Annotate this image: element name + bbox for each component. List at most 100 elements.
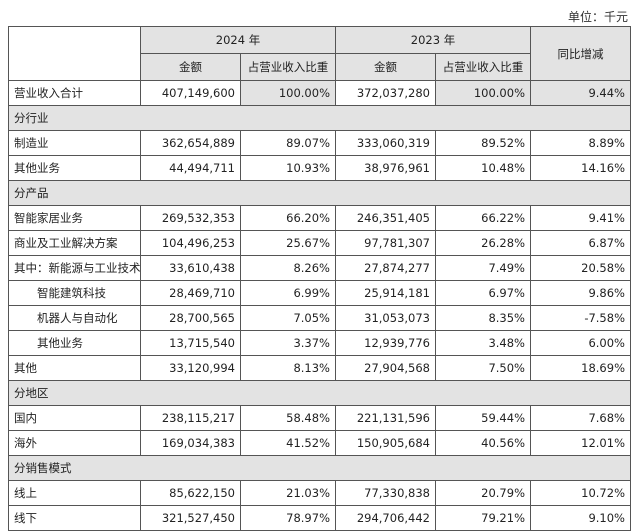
share-2023-cell: 10.48% — [435, 155, 531, 181]
share-2024-cell: 58.48% — [240, 405, 336, 431]
amount-2024-cell: 104,496,253 — [140, 230, 241, 256]
yoy-cell: 10.72% — [530, 480, 631, 506]
table-row: 国内 238,115,217 58.48% 221,131,596 59.44% 7.68… — [8, 405, 631, 431]
yoy-cell: -7.58% — [530, 305, 631, 331]
amount-2024-cell: 169,034,383 — [140, 430, 241, 456]
share-2024-cell: 25.67% — [240, 230, 336, 256]
table-row: 线上 85,622,150 21.03% 77,330,838 20.79% 10.72% — [8, 480, 631, 506]
share-2024-cell: 41.52% — [240, 430, 336, 456]
share-2023-cell: 40.56% — [435, 430, 531, 456]
amount-2023-cell: 246,351,405 — [335, 205, 436, 231]
yoy-cell: 6.87% — [530, 230, 631, 256]
share-2023-cell: 8.35% — [435, 305, 531, 331]
row-label: 线上 — [8, 480, 141, 506]
share-2023-cell: 7.50% — [435, 355, 531, 381]
table-row: 制造业 362,654,889 89.07% 333,060,319 89.52% 8.8… — [8, 130, 631, 156]
row-label: 其他 — [8, 355, 141, 381]
amount-2023-cell: 372,037,280 — [335, 80, 436, 106]
yoy-cell: 14.16% — [530, 155, 631, 181]
section-label: 分地区 — [8, 380, 631, 406]
share-2023-cell: 20.79% — [435, 480, 531, 506]
amount-2024-cell: 321,527,450 — [140, 505, 241, 531]
amount-2024-cell: 28,700,565 — [140, 305, 241, 331]
table-row: 其他 33,120,994 8.13% 27,904,568 7.50% 18.69% — [8, 355, 631, 381]
header-2024: 2024 年 — [140, 26, 336, 54]
table-row: 机器人与自动化 28,700,565 7.05% 31,053,073 8.35% -7.… — [8, 305, 631, 331]
yoy-cell: 9.10% — [530, 505, 631, 531]
amount-2024-cell: 44,494,711 — [140, 155, 241, 181]
amount-2024-cell: 28,469,710 — [140, 280, 241, 306]
row-label: 机器人与自动化 — [8, 305, 141, 331]
share-2024-cell: 89.07% — [240, 130, 336, 156]
amount-2023-cell: 294,706,442 — [335, 505, 436, 531]
share-2024-cell: 6.99% — [240, 280, 336, 306]
yoy-cell: 9.86% — [530, 280, 631, 306]
share-2023-cell: 79.21% — [435, 505, 531, 531]
amount-2023-cell: 333,060,319 — [335, 130, 436, 156]
share-2023-cell: 59.44% — [435, 405, 531, 431]
share-2023-cell: 6.97% — [435, 280, 531, 306]
section-label: 分销售模式 — [8, 455, 631, 481]
header-amount-2024: 金额 — [140, 53, 241, 81]
header-share-2023: 占营业收入比重 — [435, 53, 531, 81]
amount-2024-cell: 269,532,353 — [140, 205, 241, 231]
table-row: 智能家居业务 269,532,353 66.20% 246,351,405 66.22%… — [8, 205, 631, 231]
amount-2023-cell: 31,053,073 — [335, 305, 436, 331]
yoy-cell: 18.69% — [530, 355, 631, 381]
amount-2024-cell: 33,610,438 — [140, 255, 241, 281]
header-empty-cell — [8, 26, 141, 81]
share-2024-cell: 3.37% — [240, 330, 336, 356]
share-2023-cell: 100.00% — [435, 80, 531, 106]
amount-2023-cell: 25,914,181 — [335, 280, 436, 306]
amount-2024-cell: 13,715,540 — [140, 330, 241, 356]
row-label: 其他业务 — [8, 155, 141, 181]
table-row: 线下 321,527,450 78.97% 294,706,442 79.21% 9.10… — [8, 505, 631, 531]
share-2024-cell: 8.26% — [240, 255, 336, 281]
share-2023-cell: 26.28% — [435, 230, 531, 256]
share-2024-cell: 100.00% — [240, 80, 336, 106]
yoy-cell: 7.68% — [530, 405, 631, 431]
share-2024-cell: 21.03% — [240, 480, 336, 506]
row-label: 国内 — [8, 405, 141, 431]
table-body: 营业收入合计 407,149,600 100.00% 372,037,280 100.0… — [8, 80, 631, 531]
yoy-cell: 6.00% — [530, 330, 631, 356]
table-row: 海外 169,034,383 41.52% 150,905,684 40.56% 12.0… — [8, 430, 631, 456]
row-label: 智能家居业务 — [8, 205, 141, 231]
revenue-table: 2024 年 2023 年 同比增减 金额 占营业收入比重 金额 占营业收入比重… — [8, 26, 631, 531]
yoy-cell: 9.41% — [530, 205, 631, 231]
share-2024-cell: 7.05% — [240, 305, 336, 331]
amount-2023-cell: 38,976,961 — [335, 155, 436, 181]
share-2024-cell: 10.93% — [240, 155, 336, 181]
share-2024-cell: 66.20% — [240, 205, 336, 231]
share-2024-cell: 8.13% — [240, 355, 336, 381]
table-row: 其中：新能源与工业技术 33,610,438 8.26% 27,874,277 7.49… — [8, 255, 631, 281]
table-row: 营业收入合计 407,149,600 100.00% 372,037,280 100.0… — [8, 80, 631, 106]
share-2024-cell: 78.97% — [240, 505, 336, 531]
yoy-cell: 9.44% — [530, 80, 631, 106]
amount-2024-cell: 238,115,217 — [140, 405, 241, 431]
table-row: 其他业务 13,715,540 3.37% 12,939,776 3.48% 6.00% — [8, 330, 631, 356]
amount-2023-cell: 27,904,568 — [335, 355, 436, 381]
section-row: 分销售模式 — [8, 455, 631, 481]
share-2023-cell: 89.52% — [435, 130, 531, 156]
share-2023-cell: 3.48% — [435, 330, 531, 356]
row-label: 其他业务 — [8, 330, 141, 356]
amount-2024-cell: 85,622,150 — [140, 480, 241, 506]
amount-2023-cell: 77,330,838 — [335, 480, 436, 506]
yoy-cell: 8.89% — [530, 130, 631, 156]
header-yoy: 同比增减 — [530, 26, 631, 81]
amount-2023-cell: 12,939,776 — [335, 330, 436, 356]
share-2023-cell: 66.22% — [435, 205, 531, 231]
header-share-2024: 占营业收入比重 — [240, 53, 336, 81]
row-label: 其中：新能源与工业技术 — [8, 255, 141, 281]
row-label: 海外 — [8, 430, 141, 456]
share-2023-cell: 7.49% — [435, 255, 531, 281]
section-label: 分行业 — [8, 105, 631, 131]
row-label: 智能建筑科技 — [8, 280, 141, 306]
table-row: 智能建筑科技 28,469,710 6.99% 25,914,181 6.97% 9.86… — [8, 280, 631, 306]
unit-label: 单位：千元 — [567, 10, 628, 24]
amount-2023-cell: 221,131,596 — [335, 405, 436, 431]
yoy-cell: 12.01% — [530, 430, 631, 456]
yoy-cell: 20.58% — [530, 255, 631, 281]
header-row-years: 2024 年 2023 年 同比增减 — [8, 26, 631, 81]
